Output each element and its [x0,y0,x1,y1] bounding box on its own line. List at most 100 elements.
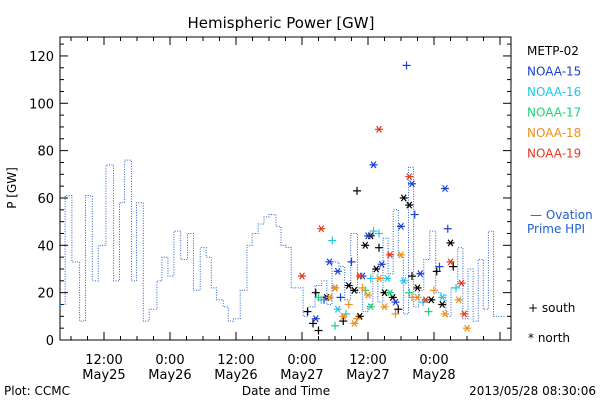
marker-stroke [376,125,382,133]
south-point [328,236,337,245]
south-point [339,317,348,326]
legend-item-noaa-17: NOAA-17 [527,106,581,120]
x-tick-label-date: May27 [280,368,323,383]
y-tick-label: 80 [37,145,54,160]
marker-stroke [442,310,448,318]
marker-stroke [439,293,446,301]
plot-timestamp: 2013/05/28 08:30:06 [469,384,596,398]
south-point [394,305,403,314]
x-axis: 12:00May250:00May2612:00May260:00May2712… [70,37,501,383]
marker-stroke [365,232,371,240]
marker-stroke [318,225,325,233]
north-point [438,293,447,301]
legend-north-label: * north [528,331,570,345]
north-point [369,161,378,169]
north-point [416,270,425,278]
marker-stroke [312,315,319,323]
south-point [452,283,460,292]
south-point [331,321,339,330]
marker-stroke [422,296,429,304]
south-point [424,307,433,316]
north-point [399,277,408,285]
north-point [350,286,359,294]
marker-stroke [400,277,407,285]
north-point [413,284,422,292]
north-point [405,173,414,181]
north-point [364,291,372,299]
south-point [358,283,367,292]
x-tick-label-time: 0:00 [419,353,448,368]
south-point [314,326,323,335]
marker-stroke [340,312,347,320]
south-point [311,288,320,297]
marker-stroke [332,284,338,292]
marker-stroke [414,293,421,301]
marker-stroke [387,251,393,259]
legend-ovation-line2: Prime HPI [527,222,585,236]
north-point [331,284,339,292]
y-tick-label: 60 [37,192,54,207]
marker-stroke [428,296,435,304]
marker-stroke [373,265,380,273]
south-point [375,229,383,238]
marker-stroke [447,258,454,266]
north-point [355,272,364,280]
y-tick-label: 0 [46,334,54,349]
south-point [430,286,438,295]
x-tick-label-date: May27 [346,368,389,383]
north-point [350,319,359,327]
south-point [353,314,361,323]
south-point [375,243,383,252]
legend-item-noaa-19: NOAA-19 [527,147,581,161]
marker-stroke [439,300,446,309]
legend-ovation-line1: — Ovation [530,208,593,222]
marker-stroke [406,173,413,181]
x-tick-label-time: 12:00 [349,353,386,368]
marker-stroke [447,239,454,247]
marker-stroke [351,319,358,327]
south-point [369,227,378,236]
north-point [438,300,447,309]
y-tick-label: 40 [37,239,54,254]
south-point [344,300,353,309]
north-point [446,239,455,247]
south-point [347,257,356,266]
x-axis-label: Date and Time [242,384,330,398]
marker-stroke [387,289,393,297]
north-point [441,184,449,193]
north-point [317,225,326,233]
legend-item-noaa-18: NOAA-18 [527,126,581,140]
marker-stroke [362,241,369,249]
y-axis: 0 20 40 60 80 100 120 [29,43,511,349]
south-point [353,186,361,195]
south-point [366,274,375,283]
marker-stroke [381,289,388,297]
north-point [386,251,394,259]
south-point [303,307,312,316]
chart-title: Hemispheric Power [GW] [188,14,375,32]
north-point [460,310,469,318]
north-point [333,267,342,275]
marker-stroke [365,291,371,299]
north-point [399,194,408,202]
ovation-step-line [60,159,505,322]
legend-item-noaa-15: NOAA-15 [527,65,581,79]
y-axis-label: P [GW] [5,167,19,209]
north-point [375,274,383,283]
north-point [454,296,463,304]
north-point [298,272,306,280]
south-point [391,309,400,318]
ovation-series-line [60,159,505,322]
south-point [449,262,458,271]
north-point [386,289,394,297]
north-point [361,241,370,249]
south-point [410,210,419,219]
marker-stroke [417,270,424,278]
north-point [311,315,320,323]
x-tick-label-date: May26 [148,368,191,383]
north-point [366,303,375,311]
marker-stroke [334,267,341,275]
north-point [344,281,353,290]
y-tick-label: 20 [37,287,54,302]
marker-stroke [367,303,374,311]
